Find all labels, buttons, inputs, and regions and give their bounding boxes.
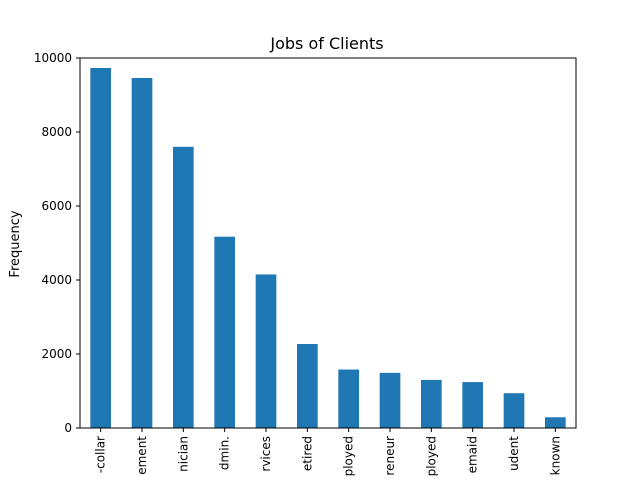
x-tick-label-8: ployed [424,436,438,476]
plot-frame [79,57,577,429]
y-tick-label-2: 4000 [41,273,72,287]
x-tick-label-10: udent [507,436,521,471]
bar-6 [338,369,359,428]
y-ticks-group: 0 2000 4000 6000 8000 10000 [34,51,80,435]
x-tick-label-1: ement [135,436,149,475]
bar-7 [379,372,401,428]
bar-9 [462,382,483,428]
bar-11 [545,417,566,428]
bar-10 [503,393,525,428]
x-ticks-group: -collar ement nician dmin. rvices etired ploye… [94,428,562,476]
y-tick-label-0: 0 [64,421,72,435]
x-tick-label-7: reneur [383,436,397,476]
y-tick-label-3: 6000 [41,199,72,213]
x-tick-label-6: ployed [342,436,356,476]
y-tick-label-5: 10000 [34,51,72,65]
chart-title: Jobs of Clients [269,34,383,53]
bar-8 [421,379,442,428]
x-tick-label-11: known [548,436,562,475]
bar-5 [297,344,318,428]
x-tick-label-9: emaid [466,436,480,473]
x-tick-label-0: -collar [94,436,108,473]
bars-group [90,67,566,429]
y-axis-label: Frequency [8,210,23,277]
x-tick-label-3: dmin. [218,436,232,470]
bar-4 [255,274,277,428]
x-tick-label-5: etired [300,436,314,471]
y-tick-label-4: 8000 [41,125,72,139]
bar-2 [173,146,194,429]
bar-3 [214,236,235,428]
x-tick-label-4: rvices [259,436,273,472]
bar-0 [90,67,111,429]
bar-1 [131,77,153,428]
x-tick-label-2: nician [176,436,190,472]
y-tick-label-1: 2000 [41,347,72,361]
